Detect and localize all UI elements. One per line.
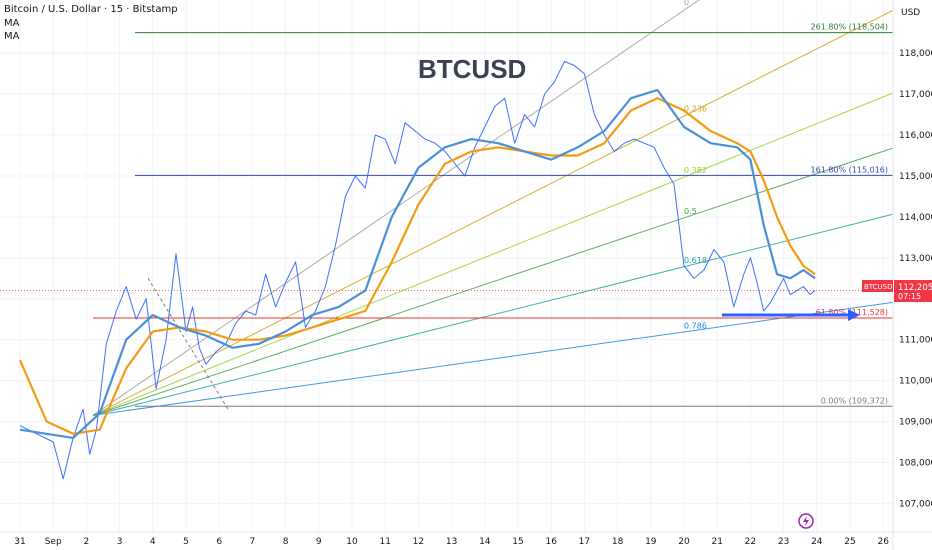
x-tick-label: 8 <box>283 537 289 547</box>
fan-label: 0.382 <box>684 166 707 175</box>
currency-label: USD <box>901 8 920 18</box>
fan-label: 0.618 <box>684 256 707 265</box>
x-tick-label: 23 <box>778 537 789 547</box>
x-tick-label: 15 <box>512 537 523 547</box>
x-tick-label: 10 <box>346 537 358 547</box>
y-tick-label: 118,000 <box>899 49 932 59</box>
arrow-head-icon <box>848 309 860 321</box>
indicator-ma-2[interactable]: MA <box>4 31 20 42</box>
fib-level-label: 161.80% (115,016) <box>811 165 888 174</box>
x-tick-label: 4 <box>150 537 156 547</box>
x-tick-label: 12 <box>413 537 424 547</box>
x-tick-label: 14 <box>479 537 491 547</box>
chart-title: BTCUSD <box>418 54 526 84</box>
x-tick-label: 3 <box>117 537 123 547</box>
current-price-symbol: BTCUSD <box>864 283 893 291</box>
symbol-title[interactable]: Bitcoin / U.S. Dollar · 15 · Bitstamp <box>4 4 178 15</box>
fan-line <box>92 213 894 416</box>
x-tick-label: Sep <box>45 537 62 547</box>
x-tick-label: 16 <box>545 537 557 547</box>
x-tick-label: 31 <box>14 537 25 547</box>
x-tick-label: 22 <box>745 537 756 547</box>
x-tick-label: 2 <box>84 537 90 547</box>
series-ma-fast <box>19 88 816 439</box>
x-tick-label: 21 <box>711 537 722 547</box>
x-tick-label: 7 <box>250 537 256 547</box>
fib-level-label: 0.00% (109,372) <box>821 396 888 405</box>
series-ma-slow <box>18 97 816 435</box>
fan-label: 0.786 <box>684 321 707 330</box>
y-tick-label: 113,000 <box>899 254 932 264</box>
x-tick-label: 9 <box>316 537 322 547</box>
indicator-ma-1[interactable]: MA <box>4 18 20 29</box>
fan-line <box>92 147 894 416</box>
x-tick-label: 20 <box>678 537 690 547</box>
y-tick-label: 111,000 <box>899 336 932 346</box>
fan-label: 0.5 <box>684 207 697 216</box>
fib-level-label: 261.80% (118,504) <box>811 23 888 32</box>
y-tick-label: 107,000 <box>899 499 932 509</box>
fan-label: 0.236 <box>684 105 707 114</box>
y-tick-label: 117,000 <box>899 90 932 100</box>
fan-line <box>92 92 894 416</box>
current-price-countdown: 07:15 <box>898 292 921 301</box>
gann-fan: 0 0.236 0.382 0.5 0.618 0.786 <box>92 0 894 416</box>
x-tick-label: 13 <box>446 537 457 547</box>
x-tick-label: 18 <box>612 537 624 547</box>
fan-line <box>92 0 700 416</box>
y-tick-label: 115,000 <box>899 172 932 182</box>
lightning-icon[interactable] <box>798 513 814 529</box>
x-tick-label: 5 <box>183 537 189 547</box>
fan-label: 0 <box>684 0 689 7</box>
x-tick-label: 26 <box>877 537 889 547</box>
current-price-badge: BTCUSD 112,205 07:15 <box>862 280 932 302</box>
fan-line <box>92 9 894 416</box>
series-price <box>19 60 816 480</box>
y-tick-label: 116,000 <box>899 131 932 141</box>
x-axis-ticks: 31 Sep 2 3 4 5 6 7 8 9 10 11 12 13 14 15 16 17 18 19 20 21 22 2… <box>14 537 889 547</box>
y-tick-label: 110,000 <box>899 377 932 387</box>
current-price-value: 112,205 <box>898 283 932 293</box>
dashed-trend-line <box>147 278 229 410</box>
x-tick-label: 25 <box>844 537 855 547</box>
x-tick-label: 11 <box>379 537 390 547</box>
x-tick-label: 19 <box>645 537 657 547</box>
y-tick-label: 108,000 <box>899 458 932 468</box>
series-lines <box>18 60 816 480</box>
fan-line <box>92 301 894 416</box>
x-tick-label: 24 <box>811 537 823 547</box>
y-tick-label: 109,000 <box>899 418 932 428</box>
y-tick-label: 114,000 <box>899 213 932 223</box>
x-tick-label: 6 <box>216 537 222 547</box>
y-axis-panel[interactable] <box>893 0 932 532</box>
x-tick-label: 17 <box>579 537 590 547</box>
